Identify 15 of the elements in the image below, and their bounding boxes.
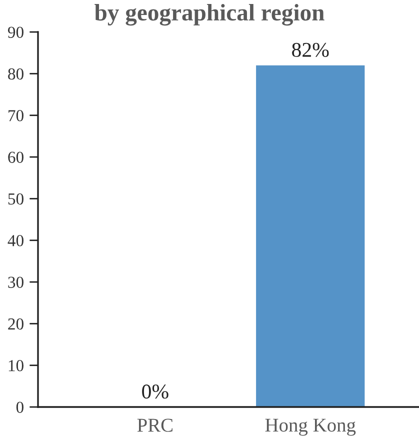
y-tick-label: 60 (8, 152, 24, 163)
y-tick-label: 20 (8, 318, 24, 330)
y-tick-label: 40 (8, 235, 24, 246)
data-label: 0% (142, 384, 168, 399)
y-tick-label: 30 (8, 276, 24, 288)
y-tick-label: 70 (8, 110, 24, 122)
x-tick-label: PRC (137, 418, 172, 432)
y-tick-label: 10 (8, 360, 24, 372)
x-tick-label: Hong Kong (265, 418, 356, 436)
y-tick-label: 50 (8, 193, 24, 205)
y-tick-label: 80 (8, 68, 24, 80)
data-label: 82% (292, 42, 329, 58)
y-tick-label: 90 (8, 26, 24, 38)
chart-title: by geographical region (94, 4, 324, 26)
y-tick-label: 0 (16, 402, 24, 413)
